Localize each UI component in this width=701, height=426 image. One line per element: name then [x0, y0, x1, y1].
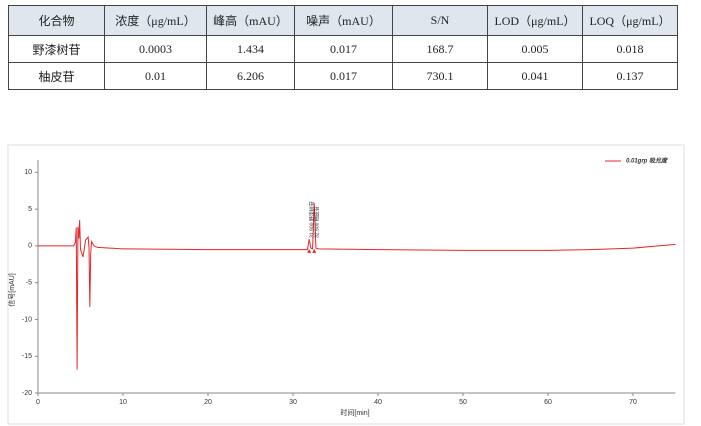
y-tick-label: 10 — [24, 169, 32, 176]
peak-marker — [307, 248, 312, 253]
table-cell: 柚皮苷 — [8, 62, 105, 90]
x-tick-label: 20 — [204, 399, 212, 406]
x-axis-label: 时间[min] — [340, 408, 369, 417]
table-cell: 野漆树苷 — [8, 35, 105, 63]
peak-label: 32.500 柚皮苷 — [314, 206, 321, 238]
table-cell: 0.018 — [582, 35, 678, 63]
header-cell: LOQ（μg/mL） — [582, 5, 678, 36]
peak-marker — [312, 248, 317, 253]
line-series — [38, 203, 676, 370]
x-tick-label: 40 — [374, 399, 382, 406]
x-tick-label: 50 — [459, 399, 467, 406]
table-cell: 730.1 — [392, 62, 488, 90]
header-row: 化合物 浓度（μg/mL） 峰高（mAU） 噪声（mAU） S/N LOD（μg/mL） L… — [8, 5, 678, 36]
y-tick-label: -5 — [26, 280, 32, 287]
legend-label: 0.01grp 吸光度 — [626, 157, 668, 165]
header-cell: 化合物 — [8, 5, 105, 36]
table-cell: 1.434 — [206, 35, 295, 63]
header-cell: LOD（μg/mL） — [487, 5, 583, 36]
header-cell: 噪声（mAU） — [294, 5, 393, 36]
header-cell: S/N — [392, 5, 488, 36]
table-body: 野漆树苷 0.0003 1.434 0.017 168.7 0.005 0.018 柚皮苷 0.… — [8, 35, 678, 90]
y-tick-label: 5 — [28, 206, 32, 213]
table-cell: 0.005 — [487, 35, 583, 63]
x-tick-label: 70 — [629, 399, 637, 406]
x-tick-label: 30 — [289, 399, 297, 406]
table-cell: 6.206 — [206, 62, 295, 90]
y-tick-label: -10 — [22, 316, 32, 323]
table-cell: 0.137 — [582, 62, 678, 90]
x-tick-label: 10 — [119, 399, 127, 406]
chart-frame — [7, 144, 685, 425]
peak-label: 31.900 野漆树苷 — [308, 201, 315, 238]
x-tick-label: 0 — [36, 399, 40, 406]
y-tick-label: -15 — [22, 353, 32, 360]
y-tick-label: 0 — [28, 243, 32, 250]
table-cell: 0.041 — [487, 62, 583, 90]
x-tick-label: 60 — [544, 399, 552, 406]
results-table: 化合物 浓度（μg/mL） 峰高（mAU） 噪声（mAU） S/N LOD（μg/mL） L… — [8, 5, 678, 90]
table-cell: 0.01 — [104, 62, 207, 90]
table-row: 野漆树苷 0.0003 1.434 0.017 168.7 0.005 0.018 — [8, 35, 678, 63]
table-cell: 0.0003 — [104, 35, 207, 63]
y-axis-label: 信号[mAU] — [7, 273, 16, 306]
table-row: 柚皮苷 0.01 6.206 0.017 730.1 0.041 0.137 — [8, 62, 678, 90]
y-tick-label: -20 — [22, 390, 32, 397]
